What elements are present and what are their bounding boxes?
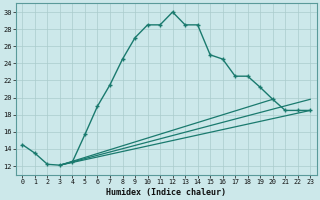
- X-axis label: Humidex (Indice chaleur): Humidex (Indice chaleur): [106, 188, 226, 197]
